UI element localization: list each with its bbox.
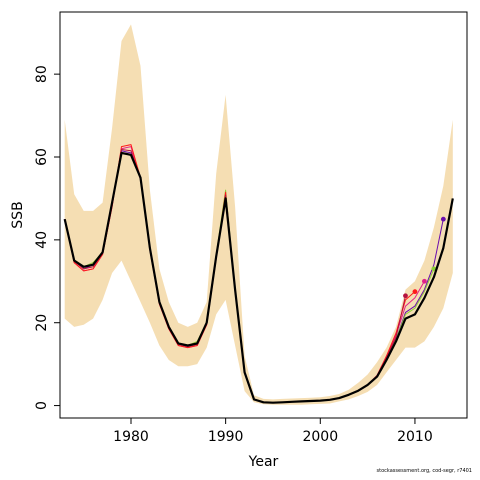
footnote: stockassessment.org, cod-segr, r7401 (376, 468, 472, 474)
plot-frame (59, 11, 468, 419)
x-axis: 1980 1990 2000 2010 (113, 418, 433, 445)
series-end-point (422, 278, 427, 284)
y-tick-label: 60 (34, 148, 50, 166)
series-end-point (412, 289, 418, 295)
confidence-band (64, 24, 453, 405)
series-end-point (440, 216, 446, 222)
y-axis: 0 20 40 60 80 (34, 65, 60, 410)
x-axis-label: Year (248, 454, 279, 470)
x-tick-label: 2010 (397, 429, 433, 445)
y-axis-label: SSB (10, 201, 26, 228)
x-tick-label: 2000 (302, 429, 338, 445)
ssb-series-line (63, 151, 454, 404)
y-tick-label: 40 (34, 231, 50, 249)
y-tick-label: 80 (34, 65, 50, 83)
series-end-point (403, 293, 408, 299)
ssb-confidence-band (64, 24, 453, 405)
x-tick-label: 1980 (113, 429, 149, 445)
x-tick-label: 1990 (208, 429, 244, 445)
y-tick-label: 0 (34, 401, 50, 410)
y-tick-label: 20 (34, 314, 50, 332)
series-lines (63, 144, 454, 404)
